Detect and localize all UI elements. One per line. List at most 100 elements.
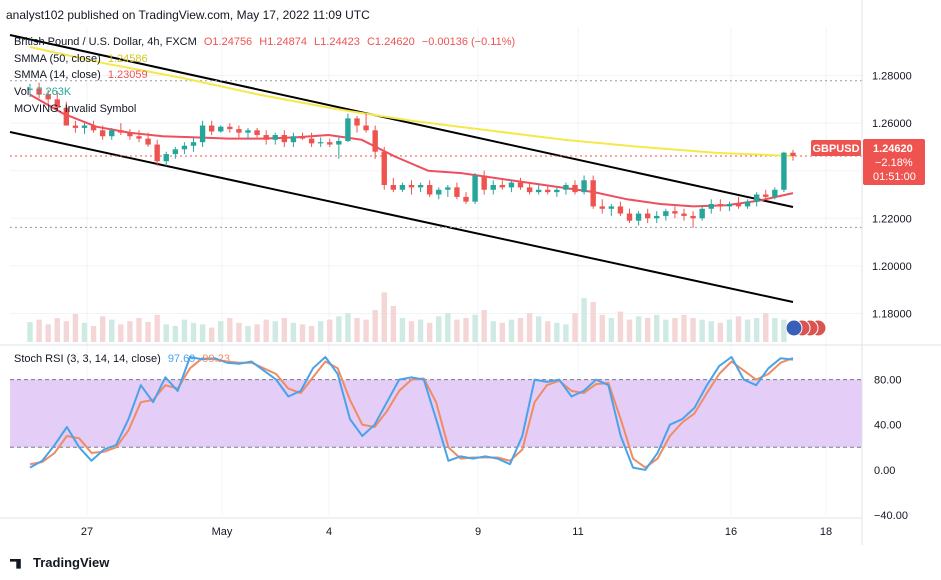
smma50-legend[interactable]: SMMA (50, close) 1.24586 [14, 51, 148, 67]
candle-body[interactable] [590, 180, 596, 207]
stoch-legend[interactable]: Stoch RSI (3, 3, 14, 14, close) 97.69 99… [14, 351, 230, 367]
candle-body[interactable] [445, 187, 451, 190]
candle-body[interactable] [317, 142, 324, 144]
candle-body[interactable] [699, 208, 705, 219]
candle-body[interactable] [263, 135, 269, 140]
candle-body[interactable] [81, 125, 88, 128]
candle-body[interactable] [690, 215, 696, 219]
candle-body[interactable] [163, 154, 169, 162]
candle-body[interactable] [99, 130, 106, 137]
candle-body[interactable] [426, 185, 433, 195]
candle-body[interactable] [626, 213, 633, 221]
event-flags[interactable] [785, 319, 827, 337]
candle-body[interactable] [417, 185, 424, 188]
candle-body[interactable] [399, 185, 406, 190]
candle-body[interactable] [436, 189, 442, 195]
candle-body[interactable] [181, 145, 188, 150]
volume-legend[interactable]: Vol 7.263K [14, 84, 71, 100]
candle-body[interactable] [753, 194, 760, 202]
candle-body[interactable] [499, 185, 506, 188]
candle-body[interactable] [172, 149, 179, 155]
candle-body[interactable] [127, 132, 133, 137]
candle-body[interactable] [390, 185, 397, 190]
candle-body[interactable] [408, 185, 415, 188]
candle-body[interactable] [508, 182, 515, 188]
candle-body[interactable] [535, 189, 542, 193]
candle-body[interactable] [717, 204, 724, 207]
smma14-legend[interactable]: SMMA (14, close) 1.23059 [14, 67, 148, 83]
stoch-k-line[interactable] [29, 356, 794, 471]
candle-body[interactable] [735, 204, 742, 207]
candle-body[interactable] [227, 126, 233, 130]
candle-body[interactable] [218, 126, 224, 132]
candle-body[interactable] [744, 201, 751, 207]
candle-body[interactable] [27, 88, 33, 90]
candle-body[interactable] [599, 206, 605, 209]
smma14-line[interactable] [29, 93, 794, 208]
symbol-legend[interactable]: British Pound / U.S. Dollar, 4h, FXCM O1… [14, 34, 515, 50]
candle-body[interactable] [281, 135, 288, 143]
candle-body[interactable] [635, 213, 642, 221]
candle-body[interactable] [208, 125, 215, 132]
us-flag-icon[interactable] [785, 319, 803, 337]
candle-body[interactable] [608, 206, 615, 209]
candle-body[interactable] [481, 175, 487, 190]
price-pane[interactable] [9, 28, 862, 515]
candle-body[interactable] [299, 136, 306, 139]
candle-body[interactable] [354, 118, 360, 126]
moving-legend[interactable]: MOVING: Invalid Symbol [14, 101, 136, 117]
candle-body[interactable] [90, 125, 97, 131]
candle-body[interactable] [199, 125, 206, 143]
candle-body[interactable] [245, 130, 251, 133]
candle-body[interactable] [790, 152, 796, 156]
candle-body[interactable] [63, 107, 70, 126]
tradingview-logo[interactable]: TradingView [10, 555, 109, 570]
candle-body[interactable] [381, 151, 387, 185]
candle-body[interactable] [463, 196, 469, 202]
candle-body[interactable] [136, 136, 142, 139]
candle-body[interactable] [472, 175, 478, 202]
candle-body[interactable] [654, 215, 660, 219]
candle-body[interactable] [517, 182, 524, 188]
candle-body[interactable] [726, 204, 733, 207]
candle-body[interactable] [109, 130, 115, 137]
candle-body[interactable] [672, 211, 678, 214]
candle-body[interactable] [118, 130, 124, 133]
candle-body[interactable] [372, 130, 378, 152]
candle-body[interactable] [72, 125, 79, 128]
candle-body[interactable] [454, 187, 460, 197]
candle-body[interactable] [617, 206, 624, 214]
channel-upper-line[interactable] [9, 34, 794, 208]
candle-body[interactable] [327, 142, 333, 145]
candle-body[interactable] [363, 125, 369, 131]
candle-body[interactable] [290, 136, 297, 143]
candle-body[interactable] [681, 213, 687, 216]
candle-body[interactable] [145, 138, 151, 145]
candle-body[interactable] [254, 130, 260, 136]
candle-body[interactable] [644, 213, 651, 219]
candle-body[interactable] [772, 189, 778, 197]
candle-body[interactable] [190, 142, 197, 146]
candle-body[interactable] [526, 187, 533, 193]
candle-body[interactable] [554, 189, 560, 193]
candle-body[interactable] [308, 138, 315, 144]
candle-body[interactable] [563, 185, 569, 190]
candle-body[interactable] [490, 185, 496, 190]
candle-body[interactable] [572, 185, 578, 193]
candle-body[interactable] [763, 194, 769, 197]
channel-lower-line[interactable] [9, 131, 794, 303]
candle-body[interactable] [708, 204, 714, 209]
smma50-line[interactable] [29, 46, 794, 157]
price-axis[interactable]: 1.280001.260001.240001.220001.200001.180… [0, 0, 941, 545]
candle-body[interactable] [154, 144, 160, 162]
candle-body[interactable] [336, 140, 342, 145]
candle-body[interactable] [272, 135, 278, 140]
stoch-rsi-pane[interactable] [10, 356, 862, 471]
candle-body[interactable] [663, 211, 669, 216]
candle-body[interactable] [54, 99, 60, 108]
candle-body[interactable] [781, 152, 787, 190]
candle-body[interactable] [581, 180, 587, 193]
candle-body[interactable] [345, 118, 351, 141]
candle-body[interactable] [36, 88, 42, 95]
candle-body[interactable] [545, 189, 551, 193]
